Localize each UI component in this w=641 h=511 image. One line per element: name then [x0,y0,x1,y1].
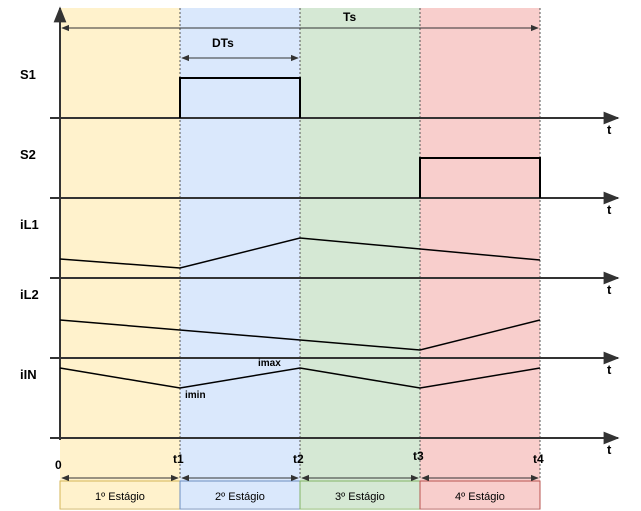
time-dividers [179,8,541,480]
label-il2: iL2 [20,287,39,302]
iin-waveform [59,367,541,389]
horizontal-axes [50,111,620,445]
label-s2: S2 [20,147,36,162]
tick-label-t1: t1 [173,452,184,466]
axis-label-t-s2: t [607,202,612,217]
il1-waveform [59,237,541,269]
stage-2-label: 2º Estágio [215,491,265,503]
tick-label-t3: t3 [413,449,424,463]
axis-label-t-iin: t [607,442,612,457]
dts-label: DTs [212,36,234,50]
ts-label: Ts [343,10,356,24]
stage-3-band [300,8,420,508]
stage-3-label: 3º Estágio [335,491,385,503]
label-il1: iL1 [20,217,39,232]
stage-1-label: 1º Estágio [95,491,145,503]
s2-pulse [419,157,541,198]
stage-1-band [60,8,180,508]
label-s1: S1 [20,67,36,82]
tick-label-0: 0 [55,458,62,472]
stage-backgrounds [60,8,540,508]
imin-label: imin [185,390,206,401]
axis-label-t-s1: t [607,122,612,137]
tick-label-t2: t2 [293,452,304,466]
imax-label: imax [258,358,281,369]
tick-label-t4: t4 [533,452,544,466]
axis-label-t-il2: t [607,362,612,377]
stage-4-label: 4º Estágio [455,491,505,503]
s1-pulse [179,77,301,118]
waveforms [59,77,541,389]
axis-label-t-il1: t [607,282,612,297]
label-iin: iIN [20,367,37,382]
stage-2-band [180,8,300,508]
il2-waveform [59,319,541,351]
